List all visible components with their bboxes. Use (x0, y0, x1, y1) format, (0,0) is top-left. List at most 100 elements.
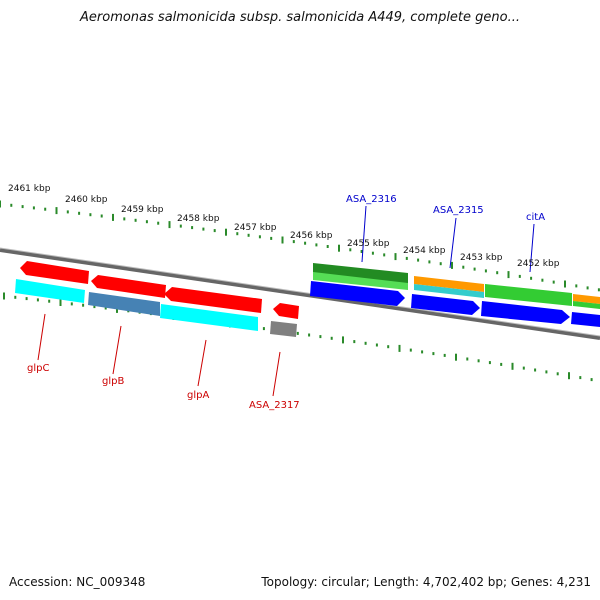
minor-tick (473, 267, 476, 271)
protein-cita[interactable] (481, 301, 570, 324)
major-tick (455, 353, 457, 361)
minor-tick (534, 368, 537, 372)
minor-tick (319, 335, 322, 339)
minor-tick (134, 218, 137, 222)
minor-tick (575, 284, 578, 288)
minor-tick (364, 341, 367, 345)
minor-tick (417, 258, 420, 262)
minor-tick (530, 276, 533, 280)
minor-tick (14, 295, 17, 299)
protein-next[interactable] (571, 312, 600, 327)
minor-tick (541, 278, 544, 282)
minor-tick (466, 357, 469, 361)
minor-tick (100, 214, 103, 218)
protein-asa2315[interactable] (411, 294, 480, 315)
major-tick (511, 362, 514, 370)
minor-tick (44, 207, 47, 211)
protein-glpc[interactable] (15, 279, 85, 303)
minor-tick (304, 241, 307, 245)
minor-tick (552, 280, 555, 284)
major-tick (451, 261, 453, 269)
minor-tick (545, 370, 548, 374)
outer-tick-ring (0, 200, 600, 292)
major-tick (338, 244, 340, 252)
minor-tick (32, 206, 35, 210)
tick-label: 2461 kbp (8, 184, 51, 194)
cds-next[interactable] (573, 301, 600, 309)
gene-asa2317[interactable] (273, 303, 299, 319)
major-tick (394, 253, 397, 261)
minor-tick (82, 303, 85, 307)
minor-tick (432, 352, 435, 356)
minor-tick (66, 210, 69, 214)
gene-glpa[interactable] (164, 287, 262, 313)
gene-label-asa2316[interactable]: ASA_2316 (346, 194, 397, 205)
minor-tick (202, 227, 205, 231)
minor-tick (439, 262, 442, 266)
gene-asa2315[interactable] (414, 276, 484, 292)
tick-label: 2454 kbp (403, 246, 446, 256)
minor-tick (590, 378, 593, 382)
gene-label-asa2317[interactable]: ASA_2317 (249, 400, 300, 411)
minor-tick (556, 372, 559, 376)
minor-tick (518, 274, 521, 278)
minor-tick (191, 226, 194, 230)
protein-asa2317[interactable] (270, 321, 297, 337)
protein-asa2316[interactable] (310, 281, 405, 306)
minor-tick (360, 250, 363, 253)
minor-tick (308, 333, 311, 337)
gene-label-glpc[interactable]: glpC (27, 363, 49, 374)
minor-tick (428, 260, 431, 264)
minor-tick (145, 220, 148, 224)
tick-label: 2455 kbp (347, 239, 390, 249)
cds-asa2315[interactable] (414, 284, 484, 298)
minor-tick (383, 253, 386, 257)
minor-tick (48, 299, 51, 303)
minor-tick (353, 340, 356, 344)
major-tick (3, 292, 5, 300)
major-tick (342, 336, 344, 344)
minor-tick (89, 213, 92, 217)
major-tick (568, 372, 570, 380)
gene-label-glpa[interactable]: glpA (187, 390, 209, 401)
gene-label-cita[interactable]: citA (526, 212, 545, 223)
gene-glpb[interactable] (91, 275, 166, 298)
gene-next[interactable] (573, 294, 600, 304)
minor-tick (371, 251, 374, 255)
major-tick (0, 200, 1, 208)
gene-glpc[interactable] (20, 261, 89, 284)
forward-label-pointers (361, 205, 535, 273)
minor-tick (104, 306, 107, 310)
minor-tick (21, 205, 24, 209)
major-tick (281, 236, 284, 244)
genome-summary-text: Topology: circular; Length: 4,702,402 bp… (261, 575, 591, 589)
tick-label: 2460 kbp (65, 195, 108, 205)
gene-label-asa2315[interactable]: ASA_2315 (433, 205, 484, 216)
minor-tick (405, 256, 408, 260)
backbone-outer (0, 248, 600, 340)
minor-tick (375, 343, 378, 347)
protein-glpa[interactable] (160, 304, 258, 331)
major-tick (507, 271, 510, 279)
cds-asa2316[interactable] (313, 272, 408, 290)
minor-tick (597, 288, 600, 292)
minor-tick (484, 269, 487, 273)
minor-tick (496, 271, 499, 275)
tick-label: 2453 kbp (460, 253, 503, 263)
minor-tick (236, 232, 239, 236)
minor-tick (349, 248, 352, 252)
minor-tick (258, 235, 261, 239)
tick-label: 2457 kbp (234, 223, 277, 233)
gene-cita[interactable] (485, 284, 572, 306)
reverse-features (15, 261, 299, 337)
minor-tick (443, 353, 446, 357)
minor-tick (93, 305, 96, 309)
minor-tick (330, 336, 333, 340)
map-title: Aeromonas salmonicida subsp. salmonicida… (80, 10, 520, 25)
gene-label-glpb[interactable]: glpB (102, 376, 124, 387)
protein-glpb[interactable] (88, 292, 160, 316)
minor-tick (292, 240, 295, 244)
minor-tick (579, 376, 582, 380)
